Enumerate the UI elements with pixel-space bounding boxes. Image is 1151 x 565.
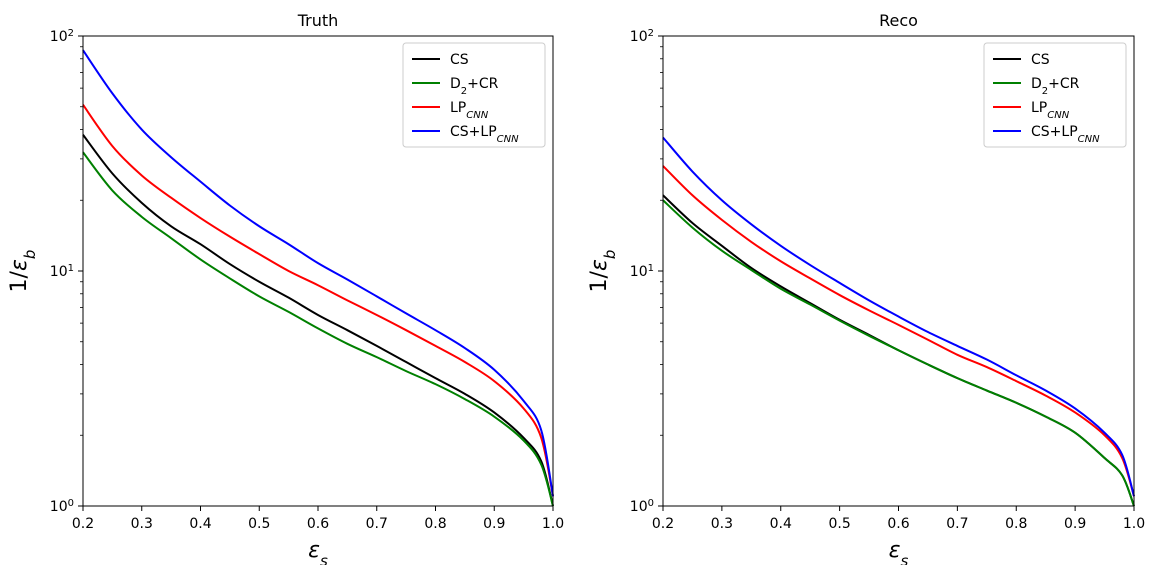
series-line-3 <box>82 104 554 497</box>
y-axis-label: 1/εb <box>7 250 39 293</box>
legend-label-main: CS <box>450 52 469 68</box>
x-tick-label: 0.8 <box>424 516 446 532</box>
y-tick-label: 100 <box>630 498 654 516</box>
y-tick-label: 102 <box>50 28 74 46</box>
chart-title: Reco <box>879 11 918 30</box>
chart-panel-2: 0.2 0.3 0.4 0.5 0.6 0.7 0.8 0.9 1.0100101102Reco… <box>587 11 1145 565</box>
legend-label-main: CS <box>1031 52 1050 68</box>
x-tick-label: 1.0 <box>1123 516 1145 532</box>
x-axis-label-main: ε <box>889 538 901 563</box>
y-axis-label-main: ε <box>7 259 32 271</box>
legend-label: CS+LPCNN <box>1031 124 1100 145</box>
y-tick-base: 10 <box>630 29 648 45</box>
legend-label: CS <box>450 52 469 68</box>
y-tick-label: 101 <box>50 263 74 281</box>
x-tick-label: 1.0 <box>542 516 564 532</box>
legend-label-sub: 2 <box>1042 86 1048 97</box>
x-tick-label: 0.9 <box>1064 516 1086 532</box>
legend-label-sub: CNN <box>497 134 519 145</box>
x-axis-label: εs <box>308 538 328 565</box>
y-axis-label-sub: b <box>601 250 619 260</box>
y-axis-label-main: ε <box>587 259 612 271</box>
x-tick-label: 0.7 <box>366 516 388 532</box>
series-line-1 <box>82 134 554 507</box>
x-tick-label: 0.5 <box>248 516 270 532</box>
y-tick-base: 10 <box>50 264 68 280</box>
x-tick-label: 0.5 <box>828 516 850 532</box>
x-tick-label: 0.6 <box>307 516 329 532</box>
legend-label-sub: CNN <box>1078 134 1100 145</box>
y-axis-label: 1/εb <box>587 250 619 293</box>
x-tick-label: 0.4 <box>770 516 792 532</box>
x-tick-label: 0.6 <box>887 516 909 532</box>
y-tick-base: 10 <box>630 499 648 515</box>
y-tick-exponent: 2 <box>648 28 654 39</box>
legend-label-main: CS+LP <box>450 124 497 140</box>
legend-label-main: CS+LP <box>1031 124 1078 140</box>
legend-label: CS <box>1031 52 1050 68</box>
y-tick-label: 102 <box>630 28 654 46</box>
x-tick-label: 0.8 <box>1005 516 1027 532</box>
x-tick-label: 0.3 <box>711 516 733 532</box>
x-axis-label-main: ε <box>308 538 320 563</box>
y-tick-exponent: 0 <box>648 498 654 509</box>
y-axis-label-prefix: 1/ <box>7 270 32 292</box>
legend-label-main: D <box>450 76 461 92</box>
x-tick-label: 0.7 <box>946 516 968 532</box>
y-tick-label: 101 <box>630 263 654 281</box>
x-tick-label: 0.2 <box>72 516 94 532</box>
y-axis-label-prefix: 1/ <box>587 270 612 292</box>
y-tick-exponent: 0 <box>68 498 74 509</box>
chart-title: Truth <box>297 11 339 30</box>
series-line-3 <box>662 165 1135 497</box>
legend-box <box>983 42 1127 148</box>
x-axis-label-sub: s <box>901 552 909 565</box>
legend-box <box>402 42 546 148</box>
legend-label: LPCNN <box>450 100 489 121</box>
x-axis-label: εs <box>889 538 909 565</box>
y-tick-base: 10 <box>50 29 68 45</box>
legend-label-suffix: +CR <box>467 76 499 92</box>
legend-label-main: LP <box>450 100 466 116</box>
x-tick-label: 0.4 <box>189 516 211 532</box>
legend-label: D2+CR <box>450 76 499 97</box>
chart-panel-1: 0.2 0.3 0.4 0.5 0.6 0.7 0.8 0.9 1.0100101102Trut… <box>7 11 564 565</box>
legend-label-main: D <box>1031 76 1042 92</box>
legend-label-sub: CNN <box>1047 110 1069 121</box>
y-tick-label: 100 <box>50 498 74 516</box>
y-axis-label-sub: b <box>21 250 39 260</box>
y-tick-exponent: 1 <box>68 263 74 274</box>
legend-label-main: LP <box>1031 100 1047 116</box>
legend-label: LPCNN <box>1031 100 1070 121</box>
legend-label-sub: 2 <box>461 86 467 97</box>
x-tick-label: 0.2 <box>652 516 674 532</box>
series-line-2 <box>82 151 554 507</box>
x-tick-label: 0.3 <box>131 516 153 532</box>
series-line-4 <box>82 49 554 497</box>
legend-label-sub: CNN <box>466 110 488 121</box>
legend-label: D2+CR <box>1031 76 1080 97</box>
x-tick-label: 0.9 <box>483 516 505 532</box>
series-line-4 <box>662 136 1135 497</box>
y-tick-base: 10 <box>630 264 648 280</box>
y-tick-exponent: 1 <box>648 263 654 274</box>
series-line-2 <box>662 199 1135 507</box>
legend-label-suffix: +CR <box>1048 76 1080 92</box>
legend-label: CS+LPCNN <box>450 124 519 145</box>
y-tick-exponent: 2 <box>68 28 74 39</box>
y-tick-base: 10 <box>50 499 68 515</box>
x-axis-label-sub: s <box>320 552 328 565</box>
